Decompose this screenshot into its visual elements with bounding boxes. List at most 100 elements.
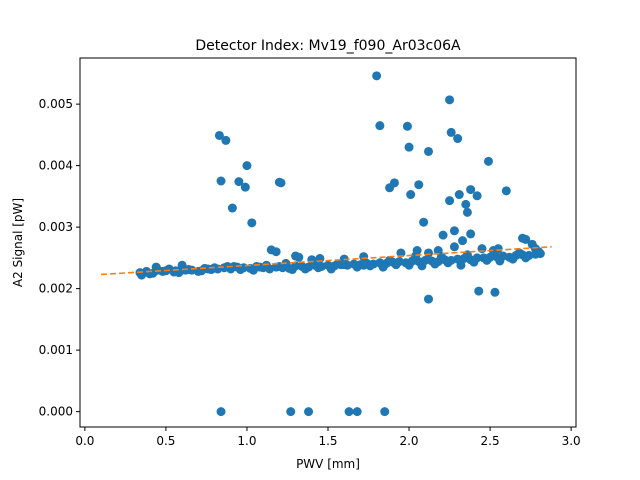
data-point — [449, 226, 459, 236]
data-point — [417, 261, 427, 271]
y-tick-label: 0.005 — [39, 97, 73, 111]
data-point — [221, 135, 231, 145]
data-point — [227, 203, 237, 213]
data-point — [495, 256, 505, 266]
y-tick-label: 0.001 — [39, 343, 73, 357]
data-point — [414, 180, 424, 190]
data-point — [300, 264, 310, 274]
data-point — [286, 407, 296, 417]
data-point — [493, 244, 503, 254]
data-point — [307, 255, 317, 265]
data-point — [365, 261, 375, 271]
x-axis-label: PWV [mm] — [296, 457, 360, 471]
data-point — [151, 262, 161, 272]
chart-title: Detector Index: Mv19_f090_Ar03c06A — [195, 38, 461, 54]
data-point — [449, 242, 459, 252]
data-point — [482, 255, 492, 265]
data-point — [216, 176, 226, 186]
data-point — [458, 236, 468, 246]
data-point — [424, 146, 433, 156]
data-point — [456, 260, 466, 270]
data-point — [445, 196, 455, 206]
data-point — [214, 130, 224, 140]
y-axis-label: A2 Signal [pW] — [11, 198, 25, 287]
data-point — [469, 257, 479, 267]
data-point — [177, 260, 187, 270]
x-tick-label: 1.5 — [318, 434, 337, 448]
data-point — [378, 262, 388, 272]
y-axis-ticks: 0.000 0.001 0.002 0.003 0.004 0.005 — [39, 97, 80, 419]
data-point — [240, 182, 250, 192]
data-point — [501, 186, 511, 196]
data-point — [514, 248, 524, 258]
data-point — [203, 264, 213, 274]
data-point — [474, 286, 484, 296]
data-point — [380, 407, 390, 417]
fit-line-layer — [101, 246, 552, 276]
x-tick-label: 3.0 — [562, 434, 581, 448]
data-point — [333, 259, 343, 269]
data-point — [234, 177, 244, 187]
data-point — [404, 142, 414, 152]
data-point — [304, 407, 314, 417]
data-point — [406, 190, 416, 200]
y-tick-label: 0.000 — [39, 405, 73, 419]
data-point — [445, 95, 455, 105]
data-point — [171, 266, 181, 276]
data-point — [454, 190, 464, 200]
data-point — [359, 260, 369, 270]
data-point — [402, 121, 412, 131]
data-point — [438, 230, 448, 240]
data-point — [287, 265, 297, 275]
data-point — [419, 217, 429, 227]
data-point — [158, 266, 168, 276]
data-point — [276, 178, 286, 188]
data-point — [313, 263, 323, 273]
data-points — [135, 71, 545, 417]
data-point — [483, 156, 493, 166]
data-point — [389, 178, 399, 188]
data-point — [472, 191, 482, 201]
data-point — [490, 287, 500, 297]
data-point — [229, 261, 239, 271]
data-point — [216, 407, 226, 417]
data-point — [352, 407, 362, 417]
x-tick-label: 0.5 — [156, 434, 175, 448]
data-point — [359, 252, 369, 262]
data-point — [404, 260, 414, 270]
data-point — [242, 161, 252, 171]
data-point — [521, 253, 531, 263]
data-point — [344, 407, 354, 417]
data-point — [184, 265, 194, 275]
x-tick-label: 2.0 — [399, 434, 418, 448]
data-point — [385, 255, 395, 265]
data-point — [391, 260, 401, 270]
y-tick-label: 0.003 — [39, 220, 73, 234]
data-point — [412, 246, 422, 255]
data-point — [461, 199, 471, 209]
y-tick-label: 0.002 — [39, 282, 73, 296]
x-tick-label: 1.0 — [237, 434, 256, 448]
data-point — [372, 71, 382, 81]
x-tick-label: 0.0 — [75, 434, 94, 448]
data-point — [375, 121, 385, 131]
x-axis-ticks: 0.0 0.5 1.0 1.5 2.0 2.5 3.0 — [75, 427, 581, 448]
data-point — [424, 248, 433, 258]
data-point — [433, 246, 443, 255]
data-point — [443, 258, 453, 268]
data-point — [294, 252, 304, 262]
data-point — [271, 247, 281, 257]
data-point — [430, 259, 440, 269]
data-point — [462, 207, 472, 217]
x-tick-label: 2.5 — [481, 434, 500, 448]
data-point — [521, 234, 531, 244]
data-point — [453, 134, 463, 144]
data-point — [508, 254, 518, 264]
y-tick-label: 0.004 — [39, 159, 73, 173]
data-point — [530, 244, 540, 254]
data-point — [424, 294, 433, 304]
fit-line — [101, 246, 552, 276]
data-point — [466, 185, 476, 195]
